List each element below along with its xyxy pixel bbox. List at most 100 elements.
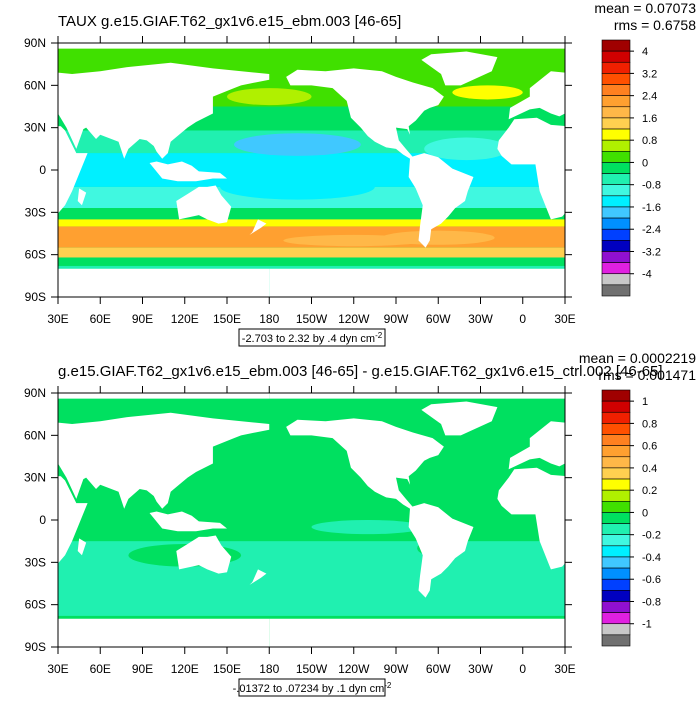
field-band: [58, 208, 565, 220]
colorbar-box: [601, 128, 631, 141]
lat-tick-label: 90N: [24, 36, 46, 50]
range-text: -.01372 to .07234 by .1 dyn cm: [233, 683, 385, 695]
lon-tick-label: 120W: [338, 312, 370, 326]
range-sup: -2: [384, 681, 392, 690]
colorbar-box: [601, 73, 631, 85]
colorbar-label: -0.6: [642, 574, 661, 586]
colorbar-label: 2.4: [642, 91, 657, 103]
colorbar-label: -0.8: [642, 180, 661, 192]
land: [683, 186, 700, 224]
colorbar-label: -3.2: [642, 246, 661, 258]
colorbar-box: [601, 478, 631, 491]
colorbar-box: [601, 50, 631, 63]
colorbar-box: [601, 61, 631, 74]
land: [408, 153, 474, 248]
lon-tick-label: 150W: [296, 312, 328, 326]
land: [77, 538, 87, 556]
colorbar-label: 0: [642, 507, 648, 519]
land: [58, 476, 88, 564]
colorbar-label: 1: [642, 396, 648, 408]
colorbar-label: -4: [642, 269, 652, 281]
land: [58, 268, 270, 297]
colorbar-box: [601, 117, 631, 130]
colorbar-box: [601, 501, 631, 513]
field-patch: [283, 234, 425, 247]
land: [149, 161, 227, 182]
lon-tick-label: 90E: [132, 312, 153, 326]
colorbar-label: 0.4: [642, 463, 657, 475]
colorbar-box: [601, 273, 631, 286]
lon-tick-label: 90W: [384, 662, 409, 676]
colorbar-box: [601, 534, 631, 547]
land: [585, 538, 593, 555]
colorbar-box: [601, 195, 631, 208]
colorbar-label: 0.8: [642, 418, 657, 430]
lon-tick-label: 30W: [468, 662, 493, 676]
colorbar-box: [601, 206, 631, 219]
land: [176, 535, 232, 574]
colorbar-box: [601, 590, 631, 602]
colorbar-box: [601, 217, 631, 230]
colorbar-box: [601, 284, 631, 297]
colorbar-box: [601, 151, 631, 163]
lat-tick-label: 0: [39, 513, 46, 527]
land: [408, 503, 474, 598]
lat-tick-label: 30S: [25, 555, 46, 569]
land: [249, 569, 267, 585]
colorbar-box: [601, 601, 631, 613]
colorbar-box: [601, 400, 631, 413]
map-field: [58, 393, 700, 647]
land: [249, 219, 267, 235]
land: [269, 43, 565, 49]
range-sup: -2: [375, 331, 383, 340]
land: [421, 51, 498, 86]
colorbar-box: [601, 173, 631, 185]
field-patch: [86, 520, 143, 535]
colorbar-label: 0: [642, 157, 648, 169]
range-label: -2.703 to 2.32 by .4 dyn cm-2: [242, 331, 383, 345]
field-patch: [255, 455, 340, 473]
land: [286, 68, 444, 159]
lon-tick-label: 60W: [426, 662, 451, 676]
colorbar-box: [601, 567, 631, 580]
colorbar-box: [601, 623, 631, 636]
lon-tick-label: 60E: [90, 312, 111, 326]
colorbar-label: -1.6: [642, 202, 661, 214]
lon-tick-label: 30E: [47, 312, 68, 326]
lon-tick-label: 30W: [468, 312, 493, 326]
colorbar-label: -2.4: [642, 224, 661, 236]
land: [497, 467, 565, 570]
mean-label: mean = 0.07073: [594, 0, 696, 16]
lon-tick-label: 0: [519, 662, 526, 676]
rms-label: rms = 0.001471: [598, 367, 696, 383]
range-label: -.01372 to .07234 by .1 dyn cm-2: [233, 681, 392, 695]
colorbar-box: [601, 512, 631, 524]
colorbar-label: -0.2: [642, 530, 661, 542]
land: [58, 126, 88, 214]
land: [508, 421, 565, 470]
land: [657, 162, 700, 182]
panel-title: g.e15.GIAF.T62_gx1v6.e15_ebm.003 [46-65]…: [58, 363, 663, 380]
colorbar-box: [601, 523, 631, 535]
field-patch: [234, 133, 361, 156]
colorbar-box: [601, 578, 631, 591]
lon-tick-label: 180: [259, 312, 279, 326]
lon-tick-label: 30E: [554, 312, 575, 326]
land: [58, 393, 270, 399]
land: [683, 536, 700, 574]
colorbar-box: [601, 106, 631, 119]
panel-title: TAUX g.e15.GIAF.T62_gx1v6.e15_ebm.003 [4…: [58, 13, 401, 30]
lon-tick-label: 60W: [426, 312, 451, 326]
colorbar-box: [601, 262, 631, 275]
colorbar-box: [601, 456, 631, 469]
land: [269, 618, 565, 647]
land: [421, 401, 498, 436]
lat-tick-label: 30S: [25, 205, 46, 219]
land: [58, 618, 270, 647]
colorbar-box: [601, 445, 631, 458]
land: [58, 43, 270, 49]
map-field: [58, 43, 700, 297]
colorbar-box: [601, 634, 631, 647]
lat-tick-label: 60N: [24, 78, 46, 92]
